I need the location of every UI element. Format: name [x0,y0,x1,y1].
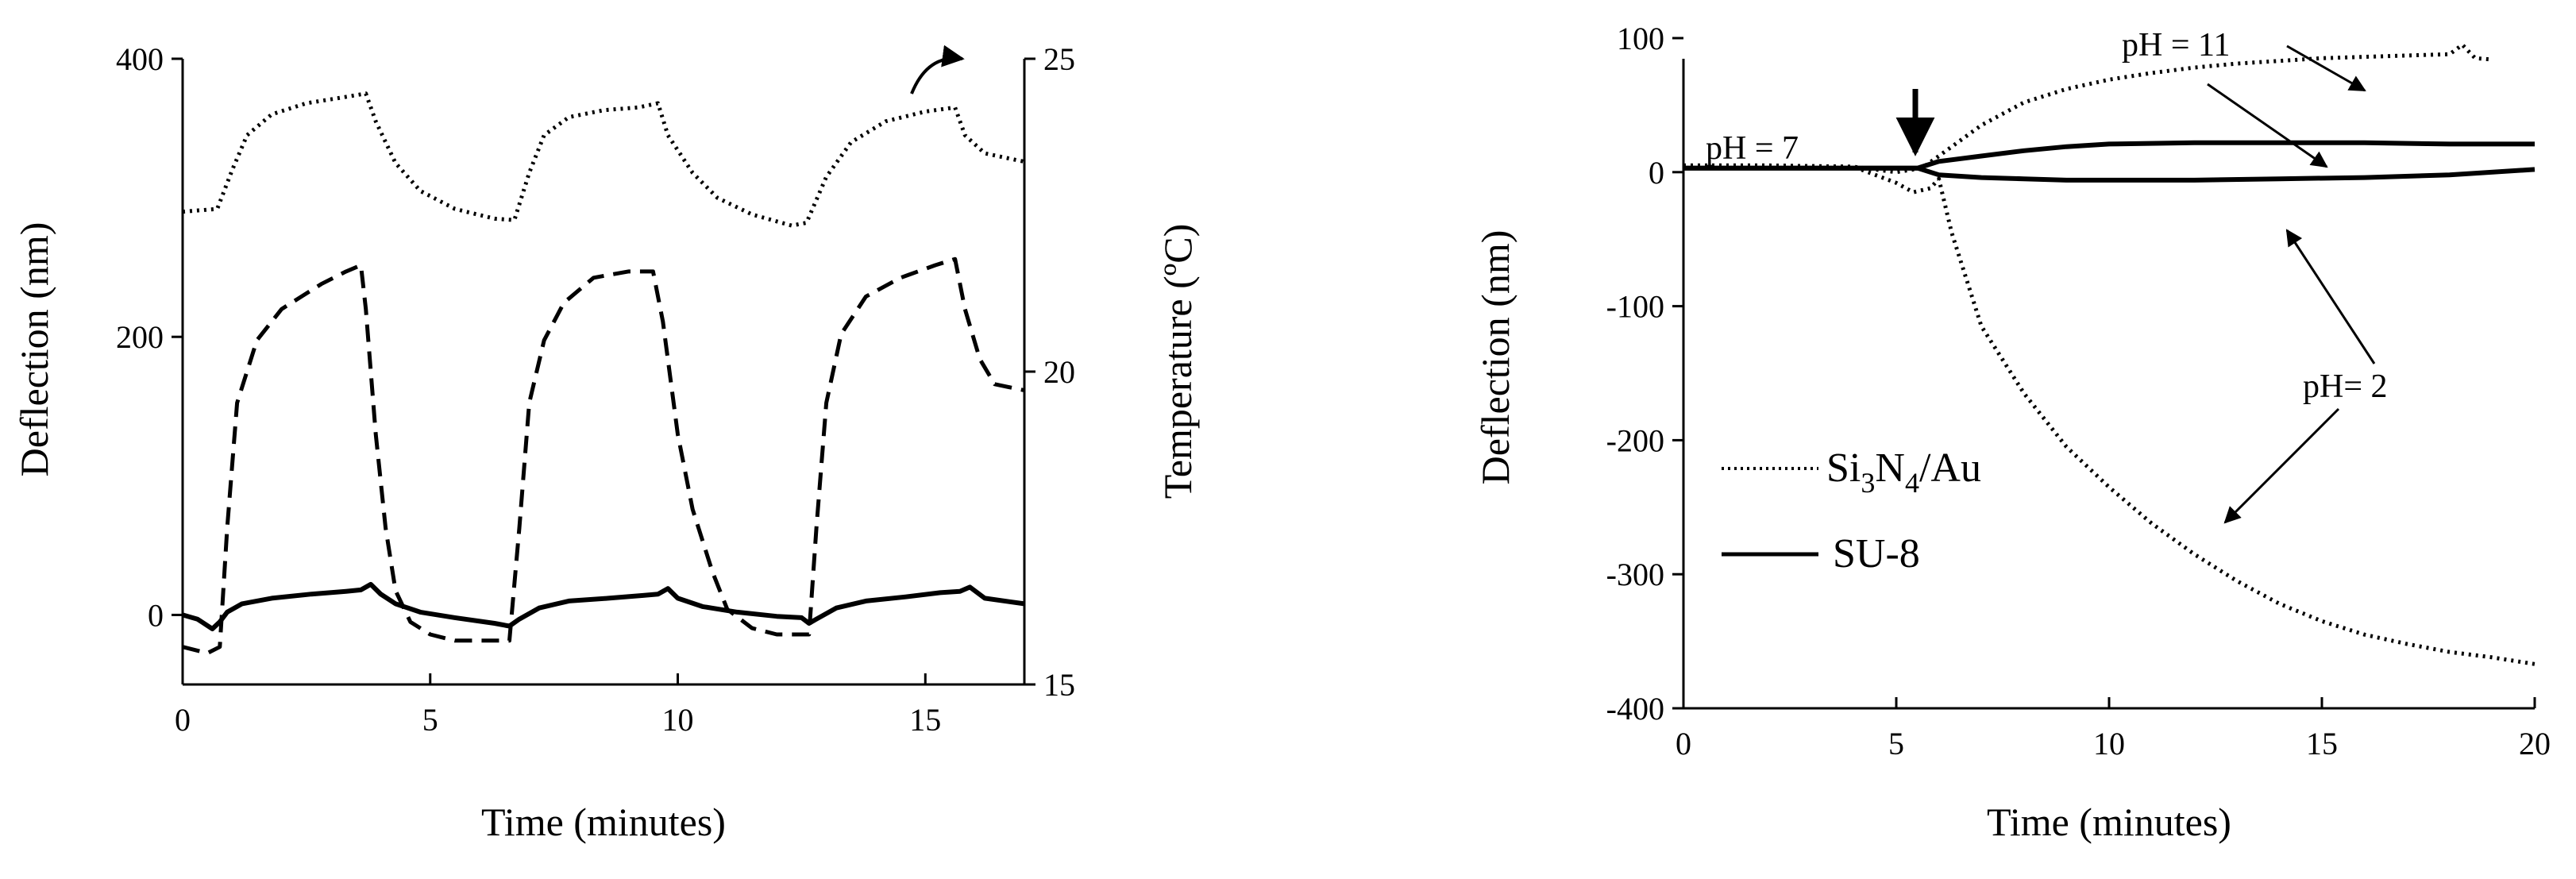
left-axis-indicator-arrow [910,44,965,94]
right-y-tick-label: -100 [1606,289,1664,325]
ph11-arrow-upper [2286,44,2366,92]
left-series-group [182,91,1025,656]
right-y-tick-label: -300 [1606,557,1664,592]
left-ticks: 0 5 10 15 0 200 400 15 20 25 [116,41,1075,738]
left-series-solid-line [182,581,1025,631]
left-x-tick-label: 15 [909,702,941,738]
left-series-dashed-line [182,256,1025,656]
right-y-tick-label: 100 [1617,21,1664,56]
ph2-arrow-lower [2223,407,2340,524]
right-y-tick-label: -200 [1606,422,1664,458]
right-series-si3n4-au-line-1 [1683,163,2536,666]
legend-n-text: N [1875,445,1905,491]
legend-au-text: /Au [1919,445,1981,491]
annotation-ph11: pH = 11 [2122,27,2230,64]
right-x-axis-title: Time (minutes) [1987,800,2231,844]
left-y-tick-label: 0 [148,597,164,633]
ph2-arrow-upper [2285,229,2376,364]
annotation-ph2: pH= 2 [2303,368,2388,405]
legend-sub-3: 3 [1861,467,1875,499]
right-x-tick-label: 20 [2519,726,2551,761]
left-chart: 0 5 10 15 0 200 400 15 20 25 Time (minutes) Defle… [12,41,1200,844]
legend-si-text: Si [1826,445,1861,491]
annotation-ph7: pH = 7 [1706,130,1799,167]
left-y2-tick-label: 25 [1043,41,1075,77]
right-x-tick-label: 5 [1888,726,1904,761]
right-ticks: 0 5 10 15 20 -400 -300 -200 -100 0 100 [1606,21,2551,761]
right-chart: 0 5 10 15 20 -400 -300 -200 -100 0 100 Time (minut… [1473,21,2551,844]
right-x-tick-label: 0 [1676,726,1691,761]
left-series-dotted-line [182,91,1025,228]
right-series-su8-line-2 [1683,140,2535,171]
legend-label-si3n4-au: Si3N4/Au [1826,445,1981,499]
legend-sub-4: 4 [1905,467,1919,499]
ph11-arrow-lower [2207,83,2328,168]
left-x-tick-label: 5 [422,702,438,738]
right-y-axis-title: Deflection (nm) [1473,230,1517,485]
left-x-tick-label: 10 [662,702,694,738]
legend-label-su8: SU-8 [1833,531,1920,576]
right-y-tick-label: -400 [1606,691,1664,727]
right-x-tick-label: 10 [2093,726,2125,761]
left-y-tick-label: 200 [116,319,164,355]
left-x-tick-label: 0 [175,702,191,738]
right-y-tick-label: 0 [1649,155,1664,191]
right-series-group [1683,42,2536,666]
left-y2-axis-title: Temperature (ºC) [1155,224,1200,499]
right-series-si3n4-au-line-0 [1683,42,2493,175]
right-x-tick-label: 15 [2306,726,2338,761]
left-x-axis-title: Time (minutes) [481,800,726,844]
legend: Si3N4/Au SU-8 [1722,445,1981,576]
left-y2-tick-label: 20 [1043,354,1075,390]
left-y-axis-title: Deflection (nm) [12,222,56,477]
right-series-su8-line-3 [1683,165,2536,183]
left-y-tick-label: 400 [116,41,164,77]
left-y2-tick-label: 15 [1043,667,1075,703]
